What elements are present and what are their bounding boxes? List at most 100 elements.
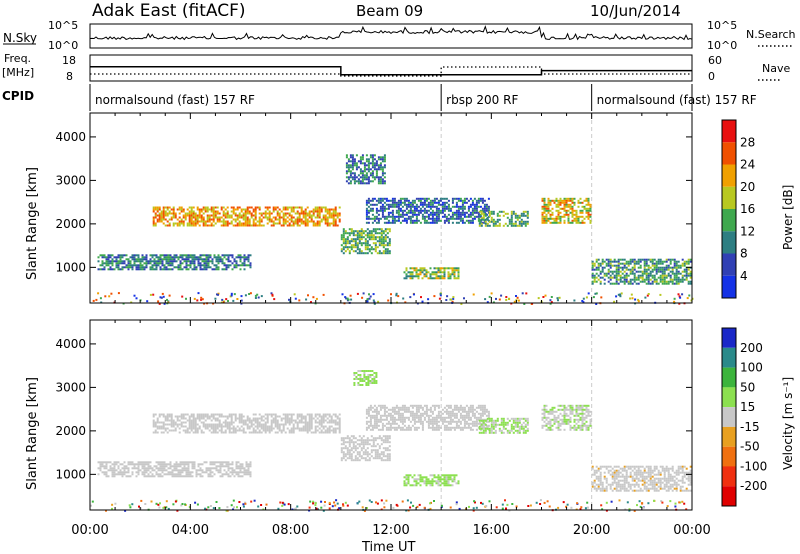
power-cell: [318, 220, 321, 223]
velocity-cell: [366, 455, 369, 458]
velocity-cell: [379, 418, 382, 421]
velocity-cell: [379, 428, 382, 431]
power-cell: [419, 203, 422, 206]
velocity-cell: [147, 463, 150, 466]
power-xticks: [89, 113, 693, 303]
power-cell: [395, 219, 398, 222]
power-cell: [282, 220, 285, 223]
power-cell: [107, 262, 110, 265]
velocity-cell: [168, 419, 171, 422]
power-cell: [239, 260, 242, 263]
power-cell: [200, 214, 203, 217]
power-cell: [498, 218, 501, 221]
velocity-cell: [455, 416, 458, 419]
power-cell: [370, 248, 373, 251]
power-cell: [211, 262, 214, 265]
power-cell: [197, 260, 200, 263]
power-cell: [457, 271, 460, 274]
power-cell: [203, 254, 206, 257]
power-cell: [381, 160, 384, 163]
power-cell: [635, 282, 638, 285]
velocity-cell: [322, 421, 325, 424]
velocity-cell: [388, 437, 391, 440]
velocity-cell: [248, 427, 251, 430]
velocity-cell: [387, 408, 390, 411]
power-cell: [635, 260, 638, 263]
power-cell: [372, 242, 375, 245]
power-cell: [651, 276, 654, 279]
power-cell: [158, 214, 161, 217]
power-cell: [463, 211, 466, 214]
velocity-cell: [342, 447, 345, 450]
velocity-cell: [260, 431, 263, 434]
velocity-cell: [207, 475, 210, 478]
velocity-cell: [308, 425, 311, 428]
power-cell: [557, 221, 560, 224]
power-cell: [286, 220, 289, 223]
power-cell: [101, 256, 104, 259]
velocity-cell: [135, 471, 138, 474]
power-cell: [663, 274, 666, 277]
power-cell: [551, 213, 554, 216]
colorbar-cell: [722, 186, 736, 210]
velocity-cell: [336, 427, 339, 430]
nsearch-tick-bottom: 10^0: [707, 39, 737, 52]
power-noise-cell: [372, 293, 375, 296]
power-cell: [565, 199, 568, 202]
date-label: 10/Jun/2014: [590, 2, 681, 20]
velocity-cell: [173, 473, 176, 476]
power-cell: [221, 268, 224, 271]
velocity-cell: [159, 473, 162, 476]
power-cell: [244, 210, 247, 213]
velocity-cell: [193, 467, 196, 470]
velocity-cell: [326, 431, 329, 434]
power-cell: [344, 232, 347, 235]
velocity-cell: [228, 413, 231, 416]
power-cell: [673, 282, 676, 285]
velocity-cell: [393, 418, 396, 421]
power-cell: [486, 222, 489, 225]
power-cell: [439, 269, 442, 272]
velocity-cell: [218, 419, 221, 422]
power-cell: [689, 258, 692, 261]
power-cell: [97, 260, 100, 263]
power-cell: [383, 197, 386, 200]
power-cell: [109, 268, 112, 271]
velocity-cell: [471, 422, 474, 425]
power-cell: [151, 264, 154, 267]
power-cell: [526, 210, 529, 213]
velocity-cell: [229, 463, 232, 466]
power-cell: [397, 215, 400, 218]
power-noise-cell: [97, 292, 100, 295]
power-cell: [328, 224, 331, 227]
velocity-cell: [296, 423, 299, 426]
power-cell: [593, 262, 596, 265]
velocity-cell: [227, 475, 230, 478]
power-cell: [350, 228, 353, 231]
power-cell: [350, 246, 353, 249]
power-cell: [347, 178, 350, 181]
velocity-cell: [241, 475, 244, 478]
power-cell: [139, 268, 142, 271]
velocity-cell: [213, 467, 216, 470]
power-cell: [365, 221, 368, 224]
power-cell: [581, 205, 584, 208]
power-cell: [659, 262, 662, 265]
velocity-cell: [250, 421, 253, 424]
velocity-cell: [154, 425, 157, 428]
colorbar-cell: [722, 142, 736, 165]
power-cell: [370, 246, 373, 249]
velocity-cell: [256, 421, 259, 424]
power-cell: [683, 274, 686, 277]
power-cell: [221, 258, 224, 261]
freq-unit: [MHz]: [2, 66, 34, 79]
power-cell: [278, 214, 281, 217]
power-cell: [378, 240, 381, 243]
velocity-cell: [200, 429, 203, 432]
power-cell: [555, 209, 558, 212]
power-cell: [457, 215, 460, 218]
power-cell: [385, 199, 388, 202]
power-cell: [244, 218, 247, 221]
power-cell: [655, 282, 658, 285]
velocity-cell: [238, 429, 241, 432]
